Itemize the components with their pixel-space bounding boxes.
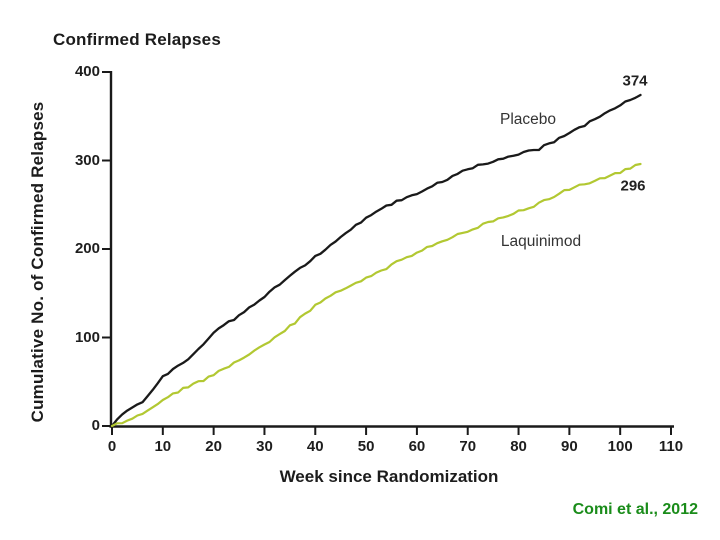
laquinimod-curve xyxy=(110,162,642,428)
x-tick-label: 40 xyxy=(306,438,324,455)
laquinimod-series-label: Laquinimod xyxy=(500,233,582,250)
x-tick-label: 80 xyxy=(510,438,527,455)
y-tick-label: 100 xyxy=(74,328,100,346)
y-tick-label: 0 xyxy=(91,417,100,434)
laquinimod-end-value: 296 xyxy=(620,177,646,195)
placebo-series-label: Placebo xyxy=(499,111,557,128)
x-tick-label: 10 xyxy=(154,438,172,455)
placebo-end-value: 374 xyxy=(622,72,648,90)
x-tick-label: 100 xyxy=(607,438,633,455)
x-tick-label: 60 xyxy=(408,438,426,455)
y-axis-title: Cumulative No. of Confirmed Relapses xyxy=(28,101,47,423)
placebo-curve xyxy=(110,93,642,428)
x-tick-label: 30 xyxy=(256,438,273,455)
x-tick-label: 20 xyxy=(205,438,222,455)
x-tick-label: 0 xyxy=(107,438,117,455)
x-tick-label: 50 xyxy=(357,438,375,455)
citation: Comi et al., 2012 xyxy=(572,501,698,518)
x-tick-label: 70 xyxy=(459,438,477,455)
chart-title: Confirmed Relapses xyxy=(53,30,221,49)
y-tick-label: 200 xyxy=(74,240,100,257)
x-tick-label: 110 xyxy=(658,438,684,455)
y-tick-label: 300 xyxy=(74,151,100,169)
x-tick-label: 90 xyxy=(561,438,578,455)
x-axis-title: Week since Randomization xyxy=(279,467,499,486)
y-tick-label: 400 xyxy=(74,63,100,80)
